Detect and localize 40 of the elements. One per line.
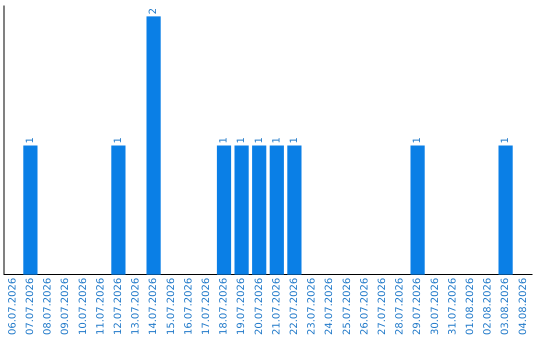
x-tick-label: 04.08.2026 bbox=[518, 278, 529, 336]
data-label: 1 bbox=[412, 137, 424, 144]
x-tick-label: 09.07.2026 bbox=[60, 278, 72, 336]
x-tick-label: 19.07.2026 bbox=[236, 278, 248, 336]
x-tick-label: 21.07.2026 bbox=[271, 278, 282, 336]
data-label: 1 bbox=[271, 137, 282, 144]
x-tick-label: 03.08.2026 bbox=[500, 278, 512, 336]
x-tick-label: 29.07.2026 bbox=[412, 278, 424, 336]
x-tick-label: 24.07.2026 bbox=[324, 278, 336, 336]
x-tick-label: 10.07.2026 bbox=[78, 278, 89, 336]
data-label: 1 bbox=[500, 137, 512, 144]
data-label: 1 bbox=[112, 137, 124, 144]
data-label: 1 bbox=[24, 137, 36, 144]
x-tick-label: 15.07.2026 bbox=[166, 278, 177, 336]
x-tick-label: 08.07.2026 bbox=[42, 278, 54, 336]
x-tick-label: 17.07.2026 bbox=[200, 278, 212, 336]
x-tick-label: 23.07.2026 bbox=[306, 278, 318, 336]
x-tick-label: 22.07.2026 bbox=[288, 278, 300, 336]
x-tick-label: 26.07.2026 bbox=[359, 278, 370, 336]
x-tick-label: 27.07.2026 bbox=[376, 278, 388, 336]
x-tick-label: 18.07.2026 bbox=[218, 278, 230, 336]
data-label: 1 bbox=[288, 137, 300, 144]
x-tick-label: 06.07.2026 bbox=[7, 278, 18, 336]
x-tick-label: 28.07.2026 bbox=[394, 278, 406, 336]
x-tick-label: 12.07.2026 bbox=[112, 278, 124, 336]
x-tick-label: 16.07.2026 bbox=[183, 278, 194, 336]
x-tick-label: 11.07.2026 bbox=[95, 278, 106, 336]
x-tick-label: 25.07.2026 bbox=[342, 278, 353, 336]
data-label: 1 bbox=[218, 137, 230, 144]
x-tick-label: 31.07.2026 bbox=[447, 278, 458, 336]
x-tick-label: 02.08.2026 bbox=[482, 278, 494, 336]
x-tick-label: 20.07.2026 bbox=[254, 278, 265, 336]
x-tick-label: 01.08.2026 bbox=[464, 278, 476, 336]
x-tick-label: 13.07.2026 bbox=[130, 278, 142, 336]
x-tick-label: 07.07.2026 bbox=[24, 278, 36, 336]
data-label: 1 bbox=[254, 137, 265, 144]
x-tick-label: 30.07.2026 bbox=[430, 278, 441, 336]
data-label: 2 bbox=[148, 8, 160, 14]
x-tick-label: 14.07.2026 bbox=[148, 278, 160, 336]
data-label: 1 bbox=[236, 137, 248, 144]
